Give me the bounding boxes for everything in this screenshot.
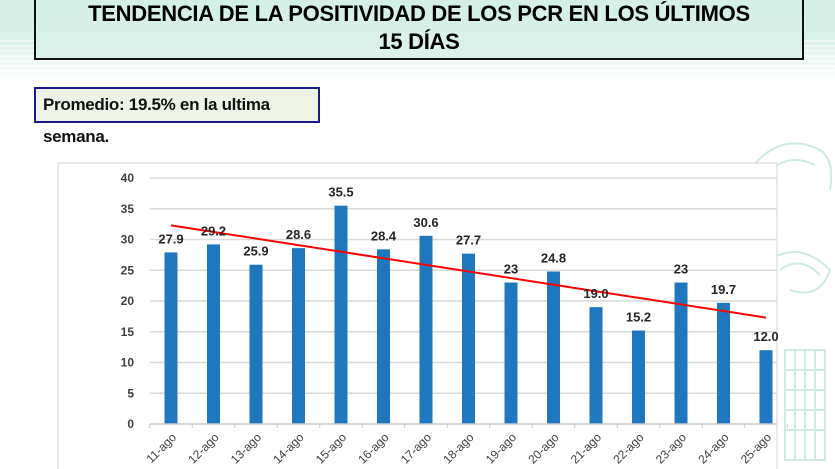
chart-area — [57, 162, 778, 469]
bar — [504, 282, 518, 424]
title-box: TENDENCIA DE LA POSITIVIDAD DE LOS PCR E… — [34, 0, 804, 60]
data-label: 19.7 — [711, 282, 736, 297]
y-tick-label: 35 — [121, 202, 135, 216]
y-tick-label: 40 — [121, 171, 135, 185]
data-label: 28.6 — [286, 227, 311, 242]
y-tick-label: 30 — [121, 233, 135, 247]
y-tick-label: 25 — [121, 263, 135, 277]
bar — [419, 235, 433, 424]
y-tick-label: 10 — [121, 356, 135, 370]
background-ornament — [749, 142, 833, 461]
data-label: 15.2 — [626, 310, 651, 325]
bar — [207, 244, 220, 424]
bar — [462, 253, 475, 424]
data-label: 24.8 — [541, 250, 566, 265]
data-label: 23 — [674, 262, 688, 277]
data-label: 27.7 — [456, 233, 481, 248]
bar — [759, 350, 773, 424]
data-label: 29.2 — [201, 223, 226, 238]
average-summary-box: Promedio: 19.5% en la ultima semana. — [34, 87, 320, 146]
bar — [632, 330, 645, 424]
title-line-1: TENDENCIA DE LA POSITIVIDAD DE LOS PCR E… — [88, 1, 750, 26]
bar — [377, 249, 390, 424]
bar — [547, 271, 560, 424]
bar — [589, 307, 603, 424]
average-summary-text: Promedio: 19.5% en la ultima semana. — [43, 95, 270, 146]
bar — [717, 302, 730, 424]
bar — [164, 252, 178, 424]
bar — [292, 248, 305, 424]
data-label: 25.9 — [243, 244, 268, 259]
data-label: 35.5 — [328, 185, 353, 200]
data-label: 12.0 — [753, 329, 778, 344]
y-tick-label: 5 — [127, 386, 134, 400]
data-label: 19.0 — [583, 286, 608, 301]
y-tick-label: 0 — [127, 417, 134, 431]
bar — [674, 282, 688, 424]
data-label: 30.6 — [413, 215, 438, 230]
y-tick-label: 20 — [121, 294, 135, 308]
data-label: 27.9 — [158, 231, 183, 246]
bar — [249, 264, 263, 424]
y-tick-label: 15 — [121, 325, 135, 339]
title-line-2: 15 DÍAS — [378, 29, 460, 54]
trend-line — [170, 224, 767, 319]
data-label: 23 — [504, 262, 518, 277]
data-label: 28.4 — [371, 228, 397, 243]
bar — [334, 205, 348, 424]
